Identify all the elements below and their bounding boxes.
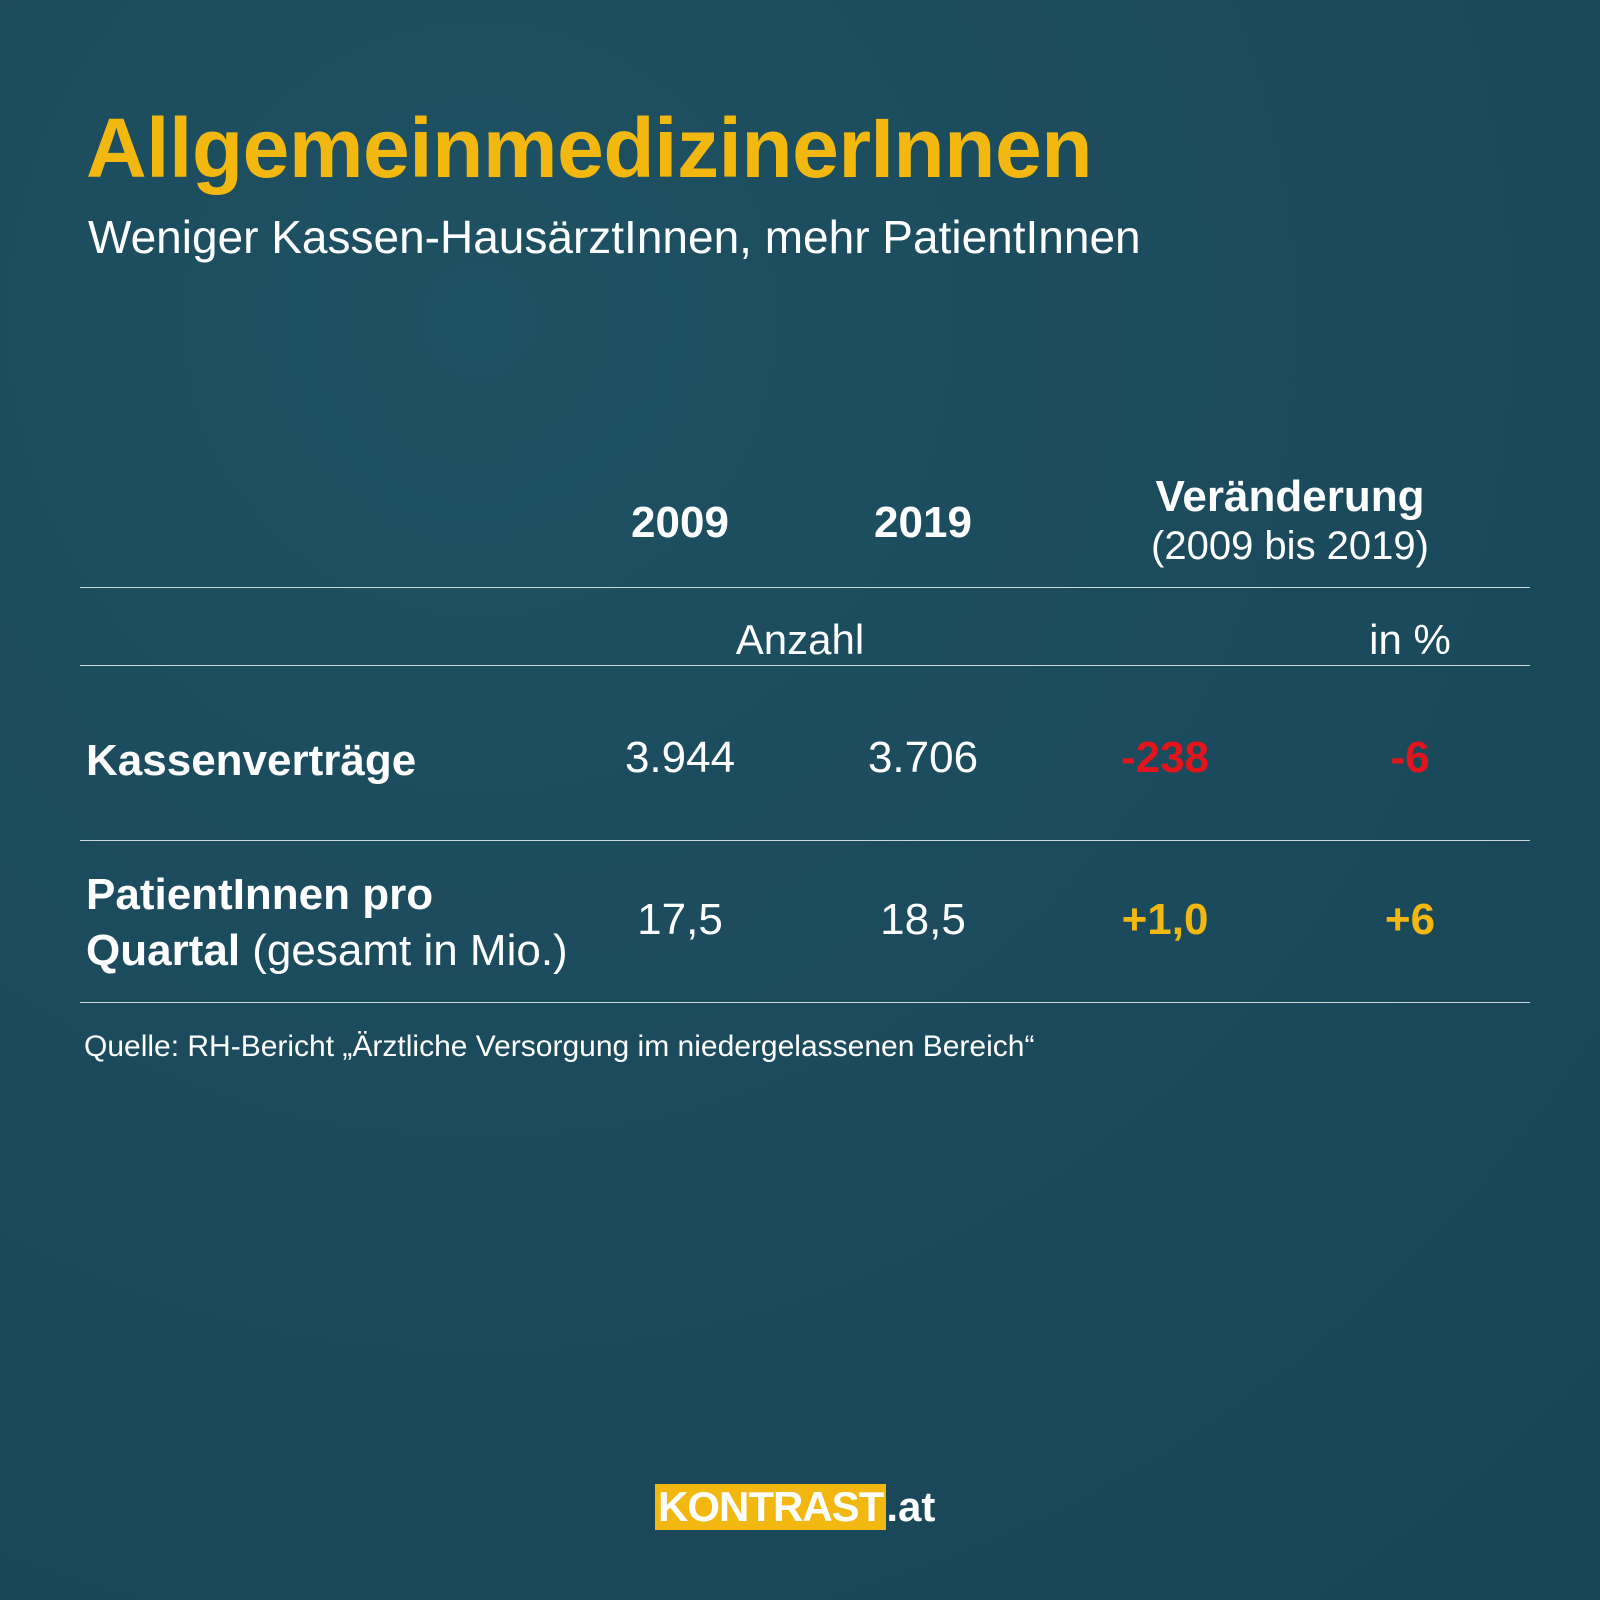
cell-kassenvertraege-2009: 3.944 xyxy=(624,733,736,782)
brand-name: KONTRAST xyxy=(655,1484,887,1530)
unit-label-percent: in % xyxy=(1369,616,1451,663)
cell-kassenvertraege-change-abs: -238 xyxy=(1120,733,1210,782)
table-divider-row1 xyxy=(80,840,1530,841)
cell-kassenvertraege-change-pct: -6 xyxy=(1390,733,1430,782)
row-label-line2: Quartal xyxy=(86,926,241,975)
column-header-change: Veränderung (2009 bis 2019) xyxy=(1080,472,1500,569)
chart-subtitle: Weniger Kassen-HausärztInnen, mehr Patie… xyxy=(88,211,1141,263)
table-divider-bottom xyxy=(80,1002,1530,1003)
cell-patientinnen-2019: 18,5 xyxy=(880,895,966,944)
table-divider-header xyxy=(80,587,1530,588)
brand-tld: .at xyxy=(886,1483,936,1530)
chart-title: AllgemeinmedizinerInnen xyxy=(86,101,1093,195)
column-header-2019: 2019 xyxy=(874,498,972,547)
change-header-period: (2009 bis 2019) xyxy=(1151,524,1429,568)
row-label-kassenvertraege: Kassenverträge xyxy=(86,733,416,789)
cell-patientinnen-2009: 17,5 xyxy=(637,895,723,944)
cell-patientinnen-change-pct: +6 xyxy=(1384,895,1436,944)
source-note: Quelle: RH-Bericht „Ärztliche Versorgung… xyxy=(84,1030,1035,1063)
row-label-patientinnen: PatientInnen pro Quartal (gesamt in Mio.… xyxy=(86,867,568,979)
cell-patientinnen-change-abs: +1,0 xyxy=(1121,895,1209,944)
brand-logo: KONTRAST.at xyxy=(655,1484,935,1530)
unit-label-count: Anzahl xyxy=(735,616,865,663)
row-label-qualifier: (gesamt in Mio.) xyxy=(252,926,568,975)
table-divider-units xyxy=(80,665,1530,666)
row-label-text: Kassenverträge xyxy=(86,736,417,785)
column-header-2009: 2009 xyxy=(631,498,729,547)
cell-kassenvertraege-2019: 3.706 xyxy=(867,733,979,782)
row-label-line1: PatientInnen pro xyxy=(86,870,434,919)
change-header-label: Veränderung xyxy=(1155,472,1425,521)
